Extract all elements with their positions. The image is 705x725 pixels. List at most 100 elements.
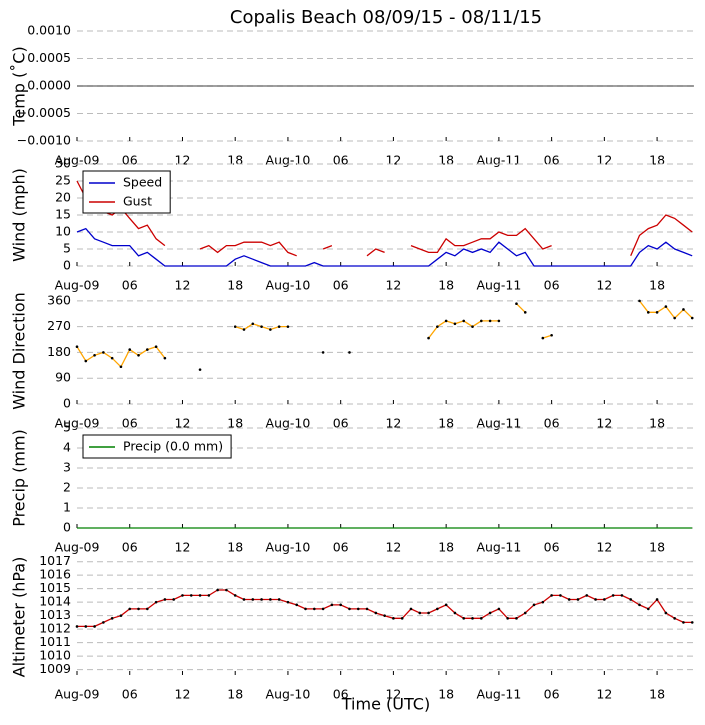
x-tick-label: 06 <box>122 153 138 168</box>
data-point <box>576 598 580 601</box>
series-line <box>199 241 297 257</box>
data-point <box>233 325 237 328</box>
data-point <box>682 621 685 624</box>
data-point <box>532 603 536 607</box>
x-tick-label: 06 <box>544 687 560 702</box>
data-point <box>611 594 615 597</box>
y-axis-label: Wind (mph) <box>10 168 29 262</box>
legend-label: Precip (0.0 mm) <box>123 439 223 454</box>
data-point <box>84 625 88 628</box>
data-point <box>436 607 439 611</box>
data-point <box>75 345 79 349</box>
data-point <box>664 305 668 308</box>
x-tick-label: 06 <box>122 687 138 702</box>
data-point <box>269 598 272 601</box>
x-tick-label: 18 <box>227 416 243 431</box>
data-point <box>453 611 457 615</box>
data-point <box>321 607 325 611</box>
x-tick-label: 12 <box>596 278 612 293</box>
data-point <box>154 600 158 604</box>
data-point <box>488 611 492 615</box>
data-point <box>348 351 351 354</box>
x-tick-label: 06 <box>544 153 560 168</box>
x-tick-label: 06 <box>122 540 138 555</box>
y-tick-label: 5 <box>63 241 71 256</box>
x-tick-label: 06 <box>122 278 138 293</box>
data-point <box>242 328 246 331</box>
data-point <box>198 368 202 371</box>
data-point <box>348 607 351 611</box>
x-axis-label: Time (UTC) <box>341 695 430 714</box>
data-point <box>216 588 219 592</box>
data-point <box>137 607 140 611</box>
data-point <box>295 603 299 607</box>
y-tick-label: 1012 <box>39 621 71 636</box>
x-tick-label: Aug-11 <box>476 153 521 168</box>
data-point <box>321 351 325 354</box>
y-tick-label: 90 <box>55 370 71 385</box>
data-point <box>251 598 255 601</box>
data-point <box>506 617 509 620</box>
data-point <box>655 598 659 601</box>
data-point <box>400 617 404 620</box>
x-tick-label: 12 <box>596 416 612 431</box>
y-tick-label: 0 <box>63 396 71 411</box>
data-point <box>480 319 483 323</box>
data-point <box>128 607 132 611</box>
data-point <box>655 311 659 314</box>
x-tick-label: Aug-11 <box>476 540 521 555</box>
x-tick-label: 18 <box>649 540 665 555</box>
y-tick-label: 0.0005 <box>27 50 71 65</box>
y-tick-label: 4 <box>63 440 71 455</box>
data-point <box>383 614 386 617</box>
series-line <box>410 227 552 254</box>
data-point <box>286 600 290 604</box>
data-point <box>462 617 466 620</box>
x-tick-label: Aug-10 <box>266 416 311 431</box>
series-line <box>76 345 166 368</box>
y-tick-label: 0 <box>63 520 71 535</box>
data-point <box>444 319 448 323</box>
data-point <box>453 322 457 326</box>
data-point <box>198 594 202 597</box>
data-point <box>409 607 413 611</box>
data-point <box>251 322 255 326</box>
y-tick-label: 1014 <box>39 594 71 609</box>
y-tick-label: 0 <box>63 258 71 273</box>
data-point <box>102 621 105 624</box>
y-tick-label: 1013 <box>39 607 71 622</box>
data-point <box>93 353 96 357</box>
data-point <box>339 603 342 607</box>
x-tick-label: Aug-10 <box>266 540 311 555</box>
data-point <box>471 617 474 620</box>
x-tick-label: Aug-09 <box>55 540 100 555</box>
y-tick-label: 1017 <box>39 553 71 568</box>
data-point <box>260 598 263 601</box>
data-point <box>110 617 114 620</box>
data-point <box>277 325 281 328</box>
x-tick-label: 06 <box>333 687 349 702</box>
series-line <box>516 303 526 313</box>
x-tick-label: 06 <box>122 416 138 431</box>
data-point <box>146 607 149 611</box>
data-point <box>233 594 237 597</box>
x-tick-label: 06 <box>544 278 560 293</box>
y-tick-label: 1009 <box>39 661 71 676</box>
data-point <box>541 336 545 340</box>
data-point <box>128 348 132 351</box>
x-tick-label: 12 <box>385 687 401 702</box>
data-point <box>304 607 307 611</box>
data-point <box>497 319 501 323</box>
data-point <box>102 351 105 354</box>
data-point <box>559 594 562 597</box>
y-tick-label: 20 <box>55 190 71 205</box>
y-axis-label: Wind Direction <box>10 292 29 410</box>
data-point <box>181 594 184 597</box>
y-tick-label: 1016 <box>39 567 71 582</box>
data-point <box>638 299 641 303</box>
data-point <box>260 325 263 328</box>
x-tick-label: 06 <box>544 540 560 555</box>
x-tick-label: 18 <box>438 416 454 431</box>
data-point <box>444 603 448 607</box>
x-tick-label: 12 <box>175 416 191 431</box>
